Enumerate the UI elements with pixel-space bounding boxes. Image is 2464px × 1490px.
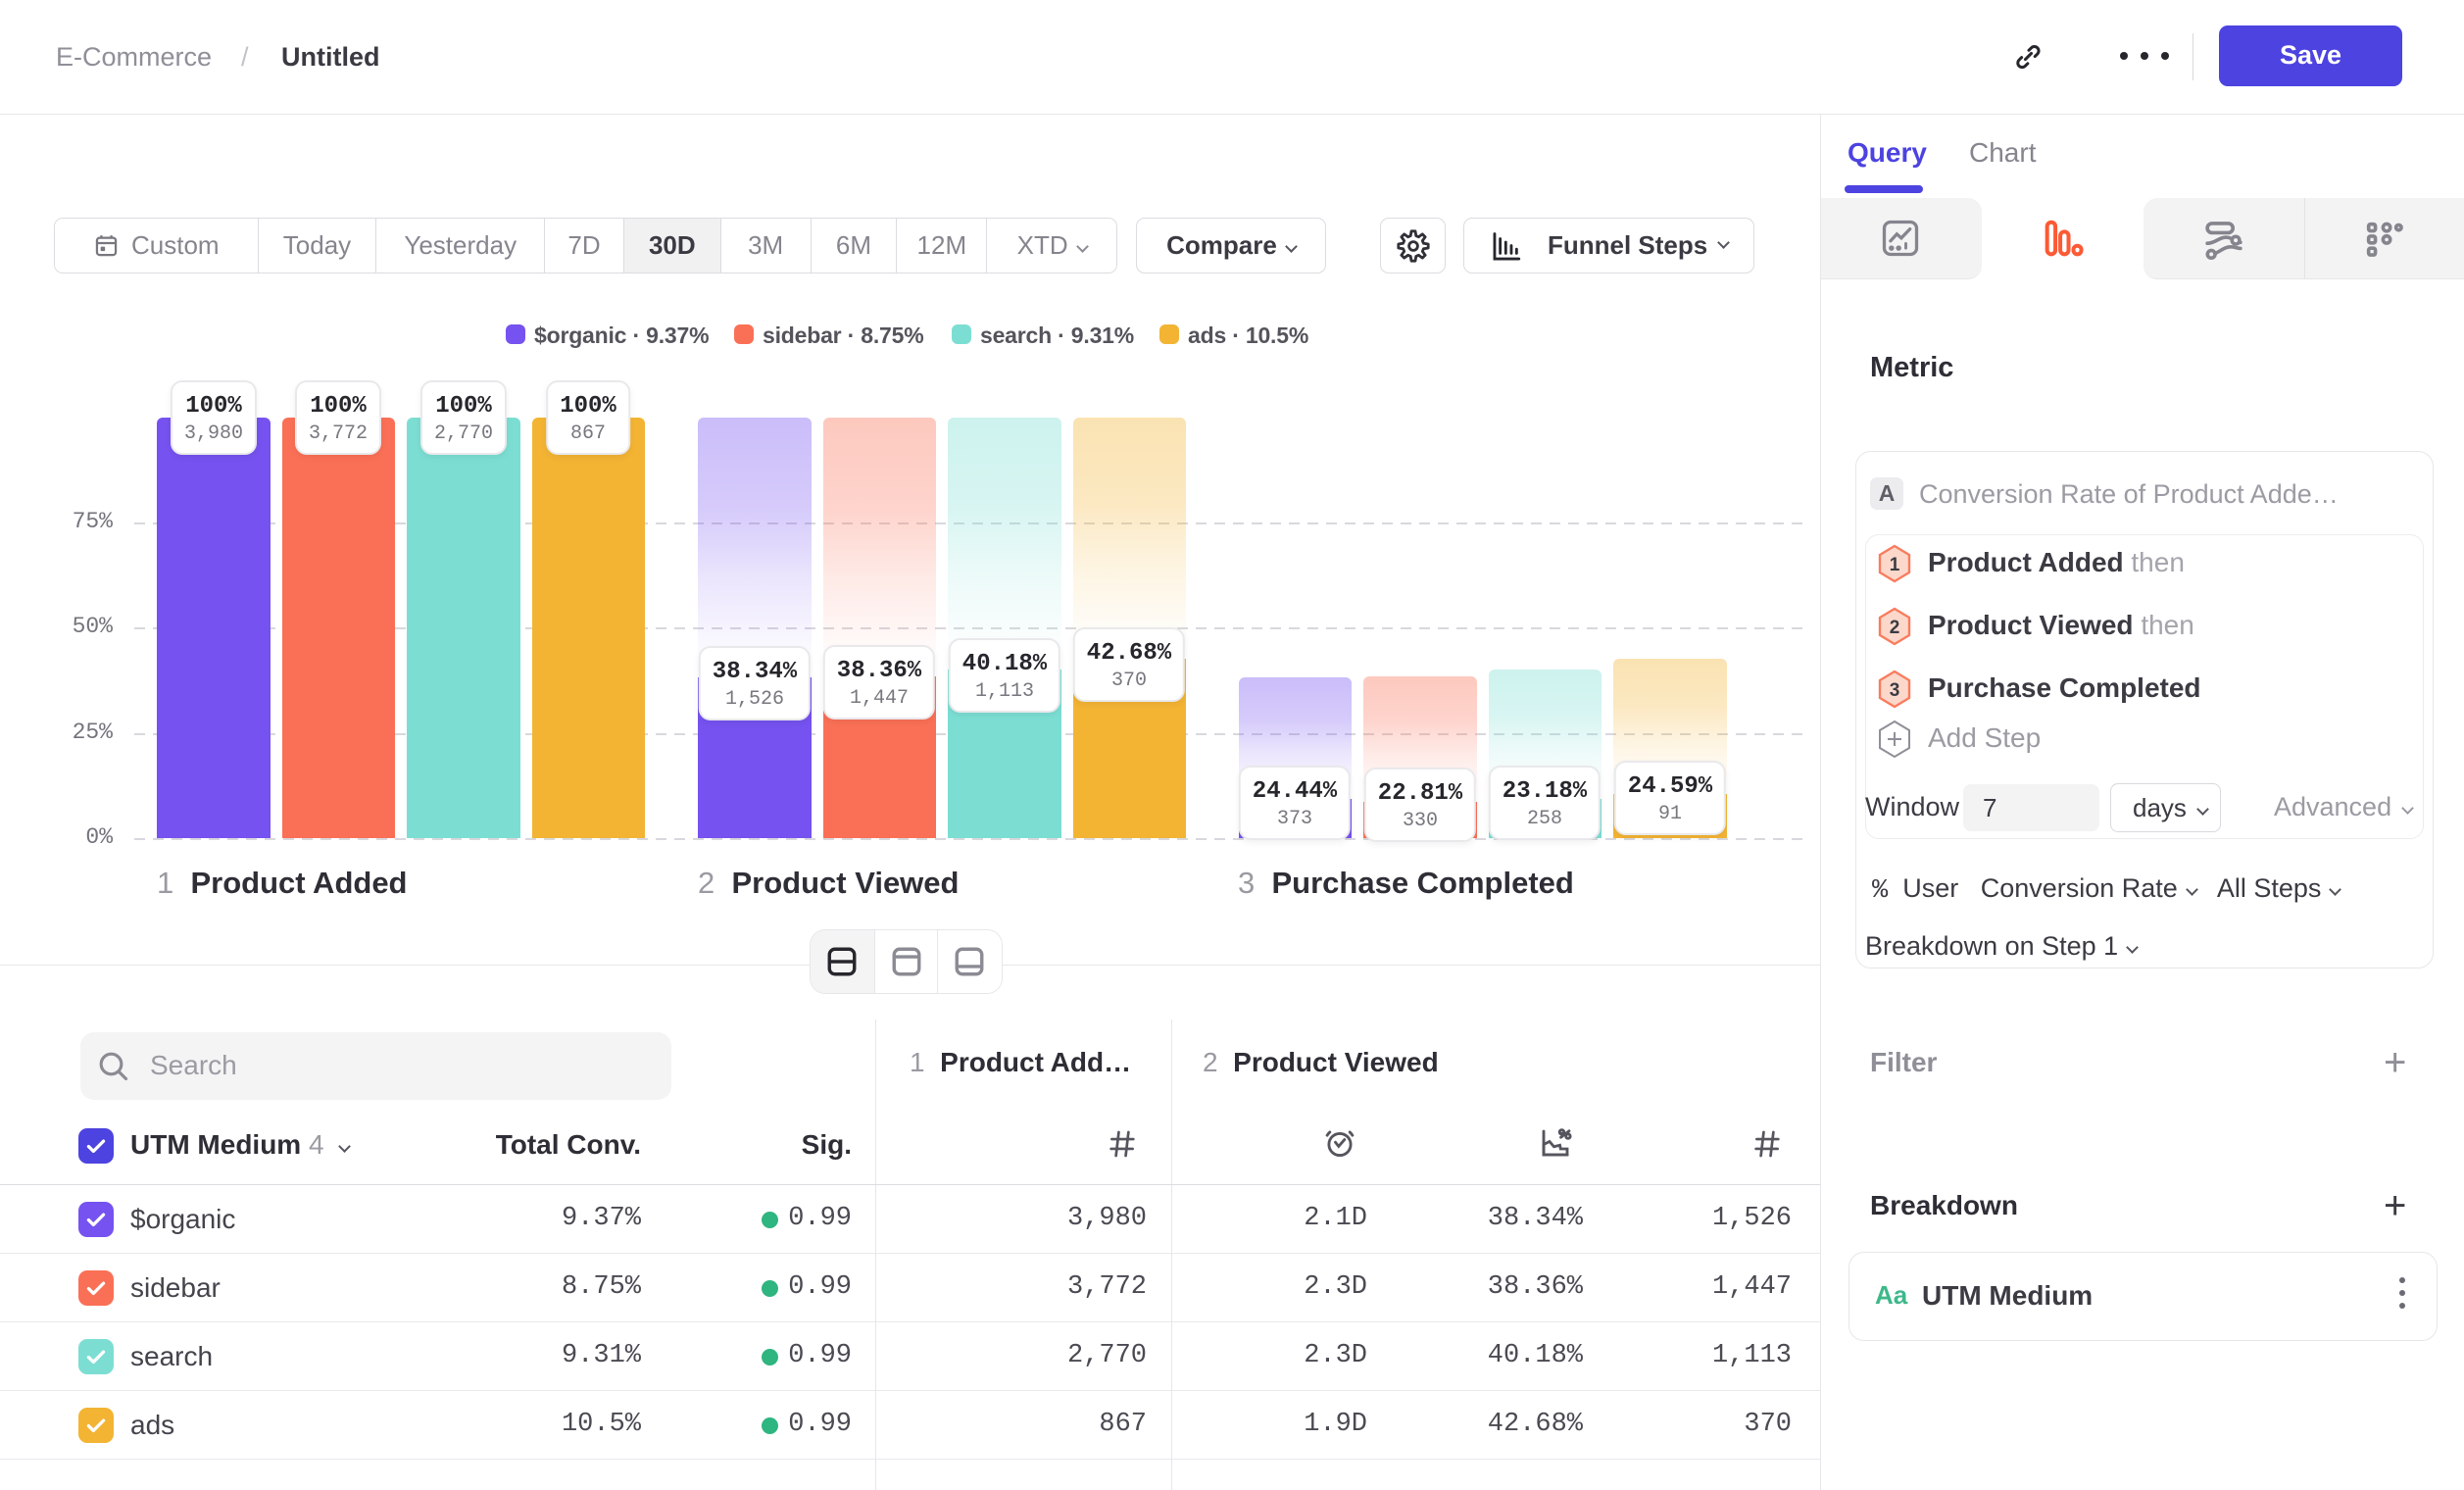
svg-text:3: 3 xyxy=(1890,680,1900,701)
svg-text:2: 2 xyxy=(1890,618,1900,638)
svg-text:1: 1 xyxy=(1890,555,1900,575)
